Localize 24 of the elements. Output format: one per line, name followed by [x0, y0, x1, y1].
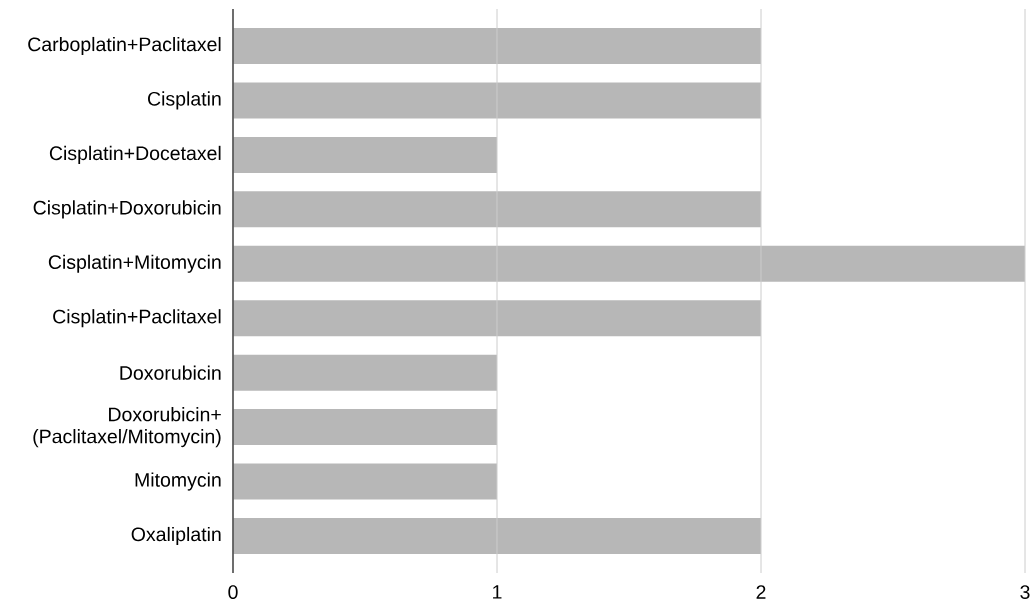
x-tick-label: 2	[756, 585, 766, 599]
bar	[233, 245, 1026, 282]
y-tick-label: Carboplatin+Paclitaxel	[28, 36, 221, 56]
bar	[233, 28, 761, 65]
y-tick-label: Mitomycin	[135, 472, 221, 491]
x-tick-label: 0	[228, 585, 238, 600]
y-tick-label: Doxorubicin+(Paclitaxel/Mitomycin)	[33, 407, 221, 448]
y-tick-label: Cisplatin+Docetaxel	[49, 145, 221, 164]
bar	[233, 300, 761, 337]
y-tick-label: Doxorubicin	[120, 365, 221, 380]
bar	[233, 82, 761, 119]
bar	[233, 463, 497, 500]
bar	[233, 354, 497, 391]
y-tick-label: Oxaliplatin	[131, 526, 221, 546]
bar	[233, 191, 761, 228]
bar	[233, 409, 497, 446]
bar	[233, 136, 497, 173]
x-tick-label: 1	[493, 585, 502, 599]
y-tick-label: Cisplatin+Mitomycin	[48, 254, 221, 273]
x-tick-label: 3	[1020, 585, 1030, 600]
y-tick-label: Cisplatin+Doxorubicin	[33, 200, 221, 219]
bar	[233, 517, 761, 554]
y-tick-label: Cisplatin	[148, 91, 221, 110]
y-tick-label: Cisplatin+Paclitaxel	[53, 309, 221, 328]
